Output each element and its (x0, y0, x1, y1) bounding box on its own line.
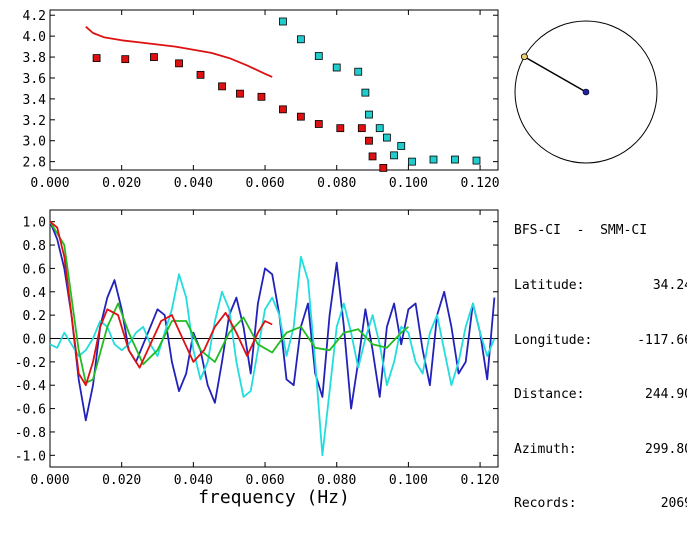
data-point (218, 82, 226, 91)
x-tick-label: 0.060 (245, 176, 284, 191)
x-tick-label: 0.000 (30, 473, 69, 488)
data-point (296, 35, 305, 44)
info-label: Distance: (514, 387, 585, 403)
data-point (296, 112, 305, 121)
y-tick-label: 0.8 (23, 239, 46, 254)
data-point (279, 17, 287, 26)
data-point (365, 110, 373, 119)
x-tick-label: 0.020 (102, 473, 141, 488)
y-tick-label: 0.4 (23, 286, 47, 301)
y-tick-label: 3.4 (23, 93, 47, 108)
y-tick-label: -0.8 (15, 426, 46, 441)
y-tick-label: 4.0 (23, 30, 46, 45)
data-point (121, 55, 130, 64)
data-point (368, 152, 377, 161)
data-point (150, 53, 158, 61)
info-label: Latitude: (514, 278, 585, 293)
data-point (365, 136, 373, 145)
data-point (397, 142, 406, 150)
data-point (429, 155, 438, 164)
data-point (279, 105, 287, 114)
y-tick-label: 0.6 (23, 262, 46, 277)
data-point (357, 124, 366, 133)
azimuth-end-marker (520, 53, 528, 61)
chart-canvas: 0.000 0.020 0.040 0.060 0.080 0.100 0.120 2.8 3.… (15, 9, 658, 508)
info-row-distance: Distance: 244.90 (514, 386, 687, 404)
info-value: 299.80 (645, 441, 687, 457)
series-line-4 (49, 220, 273, 387)
data-point (451, 155, 459, 164)
data-point (361, 88, 370, 97)
x-tick-label: 0.000 (30, 176, 69, 191)
data-point (390, 151, 398, 160)
x-tick-label: 0.100 (389, 473, 428, 488)
x-tick-label: 0.040 (174, 473, 213, 488)
station-pair-label: BFS-CI - SMM-CI (514, 223, 648, 239)
info-label: Longitude: (514, 332, 593, 348)
y-tick-label: -1.0 (15, 449, 46, 464)
series-line-3 (49, 221, 409, 384)
series-line-3 (85, 26, 273, 78)
data-point (314, 120, 323, 128)
data-point (382, 133, 391, 142)
y-tick-label: 4.2 (23, 9, 46, 24)
data-point (379, 164, 388, 172)
info-row-latitude: Latitude: 34.24 (514, 277, 687, 295)
info-label: Azimuth: (514, 441, 577, 457)
y-tick-label: 3.6 (23, 72, 46, 87)
info-value: 34.24 (652, 278, 687, 293)
data-point (336, 124, 345, 133)
azimuth-center-marker (582, 88, 590, 96)
x-tick-label: 0.040 (174, 176, 213, 191)
station-info-panel: BFS-CI - SMM-CI Latitude: 34.24 Longitude… (514, 186, 687, 550)
y-tick-label: -0.4 (15, 379, 46, 394)
info-value: -117.66 (637, 332, 687, 348)
data-point (354, 67, 363, 76)
y-tick-label: 2.8 (23, 156, 46, 171)
x-axis-label: frequency (Hz) (198, 487, 350, 508)
azimuth-dial (514, 20, 658, 164)
y-tick-label: -0.6 (15, 403, 46, 418)
x-tick-label: 0.080 (317, 473, 356, 488)
x-tick-label: 0.120 (461, 176, 500, 191)
figure: 0.000 0.020 0.040 0.060 0.080 0.100 0.120 2.8 3.… (15, 9, 687, 511)
data-point (408, 157, 416, 166)
data-point (236, 89, 244, 98)
data-point (472, 156, 481, 165)
azimuth-needle (524, 56, 587, 93)
x-tick-label: 0.080 (317, 176, 356, 191)
x-tick-label: 0.060 (245, 473, 284, 488)
y-tick-label: 0.0 (23, 333, 46, 348)
series-line-1 (49, 221, 496, 422)
info-row-azimuth: Azimuth: 299.80 (514, 441, 687, 459)
info-row-records: Records: 2069 (514, 495, 687, 513)
y-tick-label: 1.0 (23, 216, 46, 231)
data-point (314, 52, 323, 60)
plot-frame-1 (49, 9, 499, 171)
series-line-2 (49, 255, 496, 457)
data-point (375, 124, 384, 133)
data-point (257, 92, 266, 101)
data-point (332, 63, 341, 72)
info-value: 2069 (660, 496, 687, 512)
data-point (196, 70, 205, 79)
y-tick-label: 3.8 (23, 51, 46, 66)
y-tick-label: 3.2 (23, 114, 46, 129)
y-tick-label: -0.2 (15, 356, 46, 371)
x-tick-label: 0.100 (389, 176, 428, 191)
info-label: Records: (514, 496, 577, 512)
data-point (92, 54, 101, 63)
info-row-longitude: Longitude: -117.66 (514, 332, 687, 350)
x-tick-label: 0.120 (461, 473, 500, 488)
data-point (175, 59, 183, 68)
y-tick-label: 0.2 (23, 309, 46, 324)
x-tick-label: 0.020 (102, 176, 141, 191)
info-value: 244.90 (645, 387, 687, 403)
y-tick-label: 3.0 (23, 135, 46, 150)
